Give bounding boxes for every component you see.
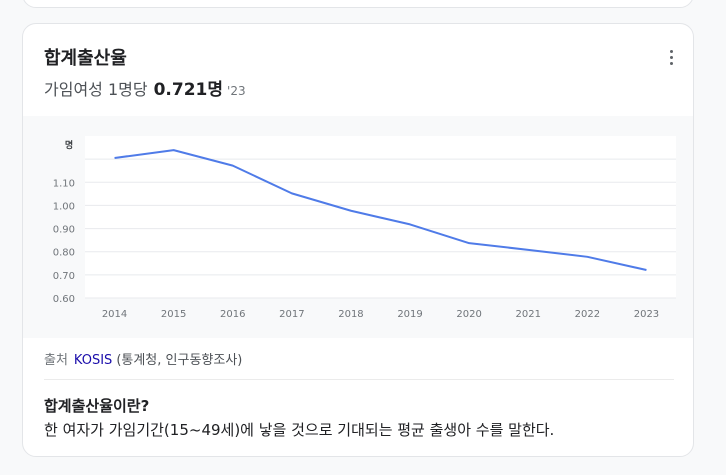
divider: [44, 379, 674, 380]
series-line: [114, 149, 647, 271]
metric-line: 가임여성 1명당 0.721명 '23: [44, 75, 246, 100]
definition-body: 한 여자가 가임기간(15~49세)에 낳을 것으로 기대되는 평균 출생아 수…: [44, 421, 555, 439]
x-tick-label: 2020: [456, 309, 481, 320]
metric-year: '23: [227, 84, 246, 98]
x-tick-label: 2017: [279, 309, 304, 320]
previous-result-card: [22, 0, 694, 8]
card-title: 합계출산율: [44, 48, 127, 69]
y-tick-label: 1.10: [53, 178, 75, 189]
y-tick-label: 0.60: [53, 294, 75, 305]
source-line: 출처 KOSIS (통계청, 인구동향조사): [44, 349, 242, 368]
line-chart: 0.60 0.70 0.80 0.90 1.00 1.10 명 2014 2015 2016 201…: [53, 136, 676, 320]
y-tick-label: 0.90: [53, 225, 75, 236]
x-tick-label: 2015: [161, 309, 186, 320]
x-tick-label: 2019: [397, 309, 422, 320]
metric-value: 0.721명: [153, 80, 224, 100]
x-tick-label: 2023: [634, 309, 659, 320]
definition-title: 합계출산율이란?: [44, 397, 150, 415]
x-tick-label: 2021: [516, 309, 541, 320]
x-tick-label: 2014: [102, 309, 127, 320]
y-unit-label: 명: [65, 139, 73, 151]
x-tick-label: 2022: [575, 309, 600, 320]
y-tick-label: 1.00: [53, 201, 75, 212]
chart-panel: 0.60 0.70 0.80 0.90 1.00 1.10 명 2014 2015 2016 201…: [23, 116, 693, 338]
x-tick-label: 2018: [338, 309, 363, 320]
source-label: 출처: [44, 353, 68, 368]
y-tick-label: 0.70: [53, 271, 75, 282]
metric-label: 가임여성 1명당: [44, 80, 148, 99]
x-tick-label: 2016: [220, 309, 245, 320]
more-options-icon[interactable]: [663, 46, 679, 68]
source-link-kosis[interactable]: KOSIS: [73, 353, 113, 368]
y-tick-label: 0.80: [53, 248, 75, 259]
source-detail: (통계청, 인구동향조사): [116, 353, 243, 368]
fertility-rate-card: 합계출산율 가임여성 1명당 0.721명 '23 0.60 0.70 0.80 0.90…: [22, 23, 694, 457]
